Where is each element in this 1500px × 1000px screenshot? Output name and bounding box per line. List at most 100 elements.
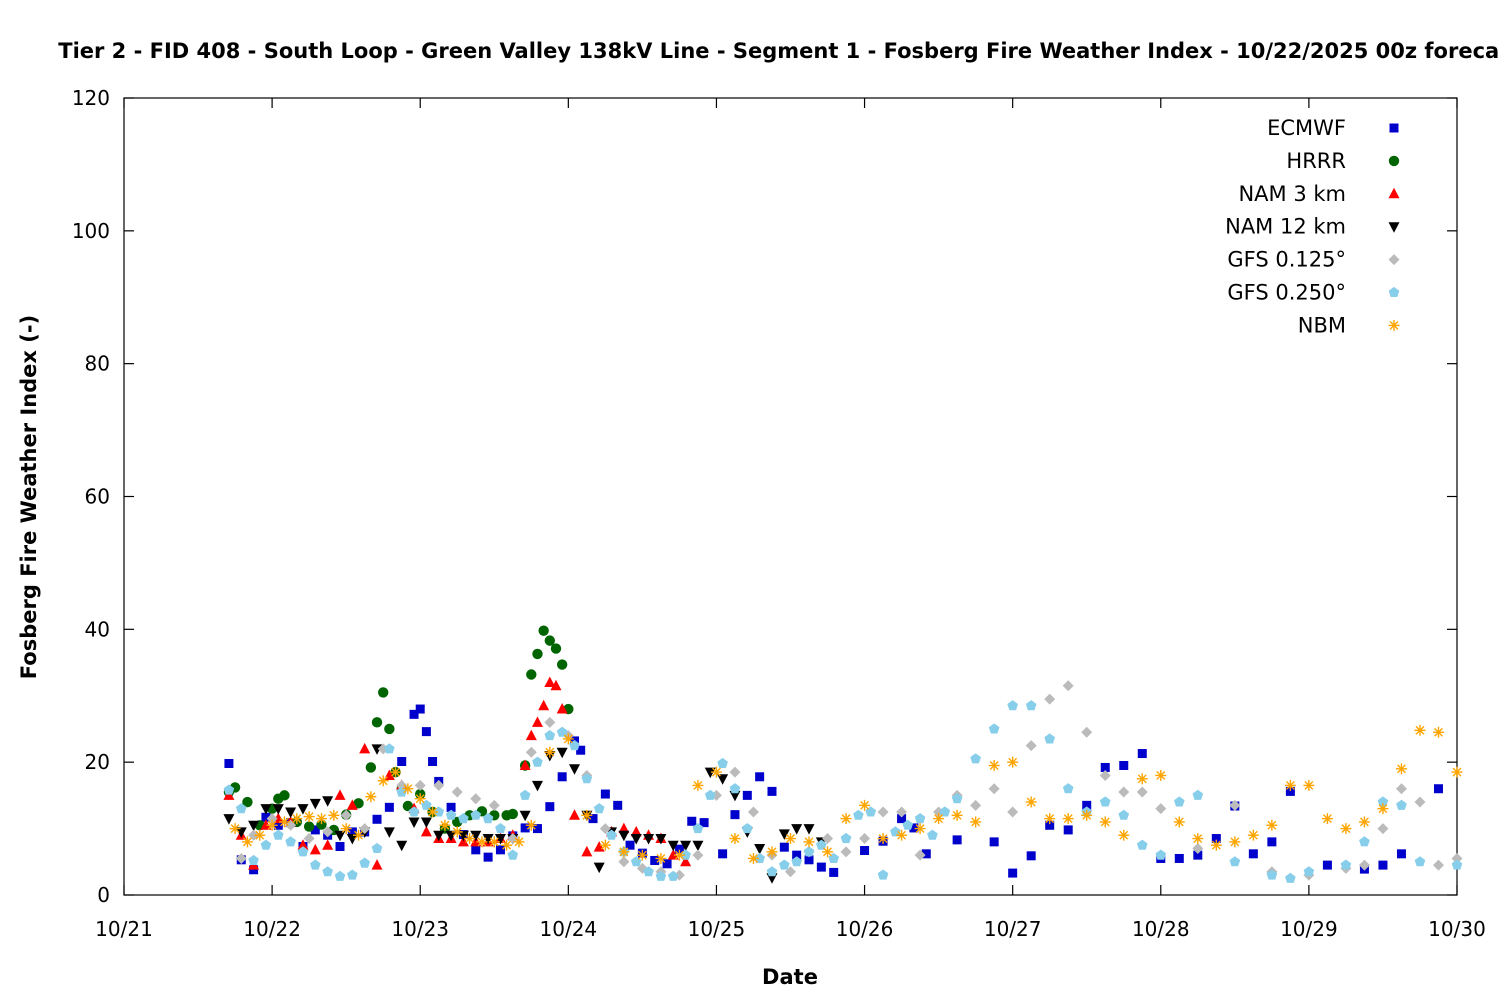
data-point [718,849,728,859]
data-point [914,849,926,861]
data-point [970,753,981,764]
data-point [909,823,919,833]
data-point [804,855,814,865]
data-point [877,806,889,818]
data-point [402,800,414,812]
data-point [346,834,358,845]
y-tick-label: 0 [97,883,110,907]
data-point [1285,872,1296,883]
data-point [1248,849,1258,859]
data-point [655,870,667,881]
data-point [550,643,562,654]
data-point [667,840,679,852]
data-point [1267,837,1277,847]
data-point [1451,766,1463,778]
data-point [704,789,716,800]
data-point [241,836,253,848]
data-point [1062,680,1074,692]
data-point [588,814,598,824]
data-point [556,726,568,737]
x-tick-label: 10/27 [984,917,1042,941]
data-point [840,813,852,825]
data-point [1247,829,1259,841]
data-point [655,834,667,845]
data-point [532,824,542,834]
data-point [372,814,382,824]
data-point [285,836,296,847]
data-point [1192,789,1204,800]
x-tick-label: 10/30 [1428,917,1486,941]
data-point [1063,825,1073,835]
data-point [1211,834,1221,844]
data-point [636,849,648,861]
data-point [371,859,383,870]
data-point [556,703,568,714]
data-point [1266,869,1278,880]
data-point [457,830,469,842]
data-point [365,762,377,773]
data-point [439,819,451,831]
series-1 [223,625,574,836]
data-point [557,772,567,782]
data-point [803,824,815,835]
data-point [242,796,253,808]
legend-marker [1389,123,1399,133]
data-point [544,716,556,728]
data-point [1136,773,1148,785]
data-point [297,846,309,857]
data-point [513,836,525,848]
data-point [650,855,660,865]
data-point [471,845,481,855]
data-point [704,767,716,779]
data-point [680,840,692,852]
data-point [1173,816,1185,828]
data-point [952,835,962,845]
data-point [890,826,901,837]
data-point [1045,820,1055,830]
data-point [581,809,593,821]
data-point [897,814,907,824]
data-point [501,839,513,851]
data-point [335,842,345,852]
data-point [791,856,802,867]
data-point [618,822,630,834]
x-tick-label: 10/23 [391,917,449,941]
data-point [297,839,309,850]
data-point [328,809,340,821]
data-point [729,766,741,778]
data-point [1025,740,1037,752]
data-point [1210,839,1222,851]
data-point [248,854,259,865]
data-point [556,659,568,670]
data-point [309,843,321,855]
data-point [576,745,586,755]
data-point [766,846,778,858]
data-point [278,816,290,828]
data-point [1136,839,1148,850]
data-point [674,844,684,854]
x-axis-label: Date [762,965,818,989]
data-point [396,840,408,852]
data-point [1451,859,1463,870]
data-point [322,866,333,877]
data-point [495,845,505,855]
data-point [260,839,272,850]
data-point [662,859,672,869]
data-point [322,796,334,807]
data-point [1007,700,1018,711]
y-tick-label: 80 [85,352,110,376]
data-point [519,810,531,822]
data-point [377,775,389,787]
x-tick-label: 10/24 [540,917,598,941]
data-point [347,869,358,880]
data-point [384,723,395,735]
data-point [266,819,278,831]
data-point [260,804,272,815]
data-point [397,757,407,767]
data-point [569,764,581,775]
data-point [988,723,1000,734]
data-point [1099,769,1111,781]
data-point [692,840,704,852]
legend: ECMWF HRRR NAM 3 km NAM 12 km GFS 0.125° GFS … [1225,116,1400,337]
data-point [531,716,543,727]
